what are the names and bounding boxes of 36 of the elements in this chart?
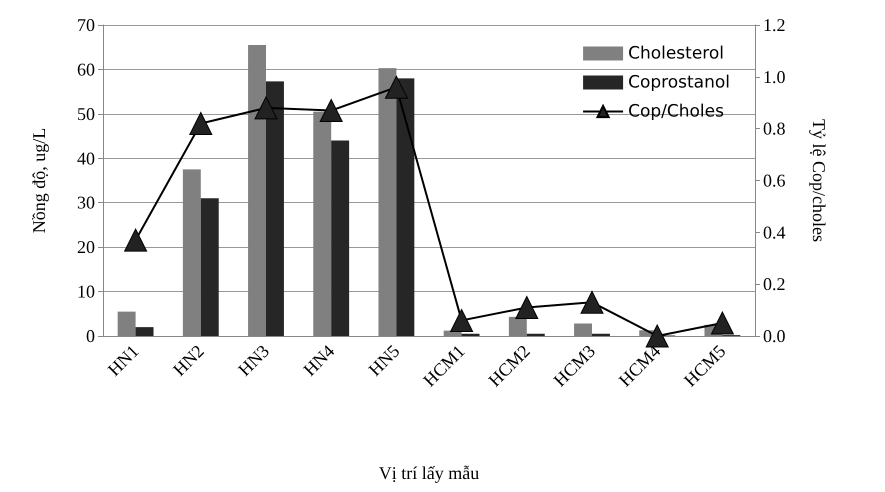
y2-tick-label: 1.2	[763, 15, 786, 35]
point	[189, 112, 212, 135]
point	[515, 296, 538, 319]
y-tick-label: 20	[77, 237, 95, 258]
x-tick-label: HN2	[169, 340, 208, 380]
legend-label: Cop/Choles	[628, 102, 724, 122]
y-axis-title: Nồng độ, ug/L	[29, 128, 49, 234]
point	[710, 312, 734, 335]
y-tick-label: 10	[77, 282, 95, 302]
y2-tick-label: 0.2	[763, 274, 786, 294]
y-tick-label: 30	[77, 192, 95, 213]
y-tick-label: 50	[77, 104, 95, 124]
legend-label: Cholesterol	[628, 44, 724, 64]
y-tick-label: 40	[77, 148, 95, 168]
point	[124, 228, 148, 252]
y2-tick-label: 0.0	[763, 326, 786, 346]
bar	[331, 140, 350, 336]
y2-tick-label: 0.8	[763, 118, 786, 139]
y2-tick-label: 0.4	[763, 222, 786, 242]
y2-axis-title: Tỷ lệ Cop/choles	[809, 119, 829, 242]
point	[646, 324, 669, 348]
point	[254, 96, 278, 120]
y2-tick-label: 0.6	[763, 170, 786, 190]
bar	[200, 198, 219, 336]
bar	[136, 327, 154, 336]
point	[320, 99, 343, 122]
point	[384, 76, 408, 99]
x-axis-title: Vị trí lấy mẫu	[378, 463, 480, 483]
y-tick-label: 70	[77, 15, 95, 35]
y2-tick-label: 1.0	[763, 66, 786, 87]
y-tick-label: 0	[86, 326, 95, 346]
point	[580, 290, 604, 314]
y-tick-label: 60	[77, 59, 95, 80]
point	[450, 308, 474, 332]
x-tick-label: HN1	[104, 340, 143, 380]
legend-label: Coprostanol	[628, 72, 730, 92]
